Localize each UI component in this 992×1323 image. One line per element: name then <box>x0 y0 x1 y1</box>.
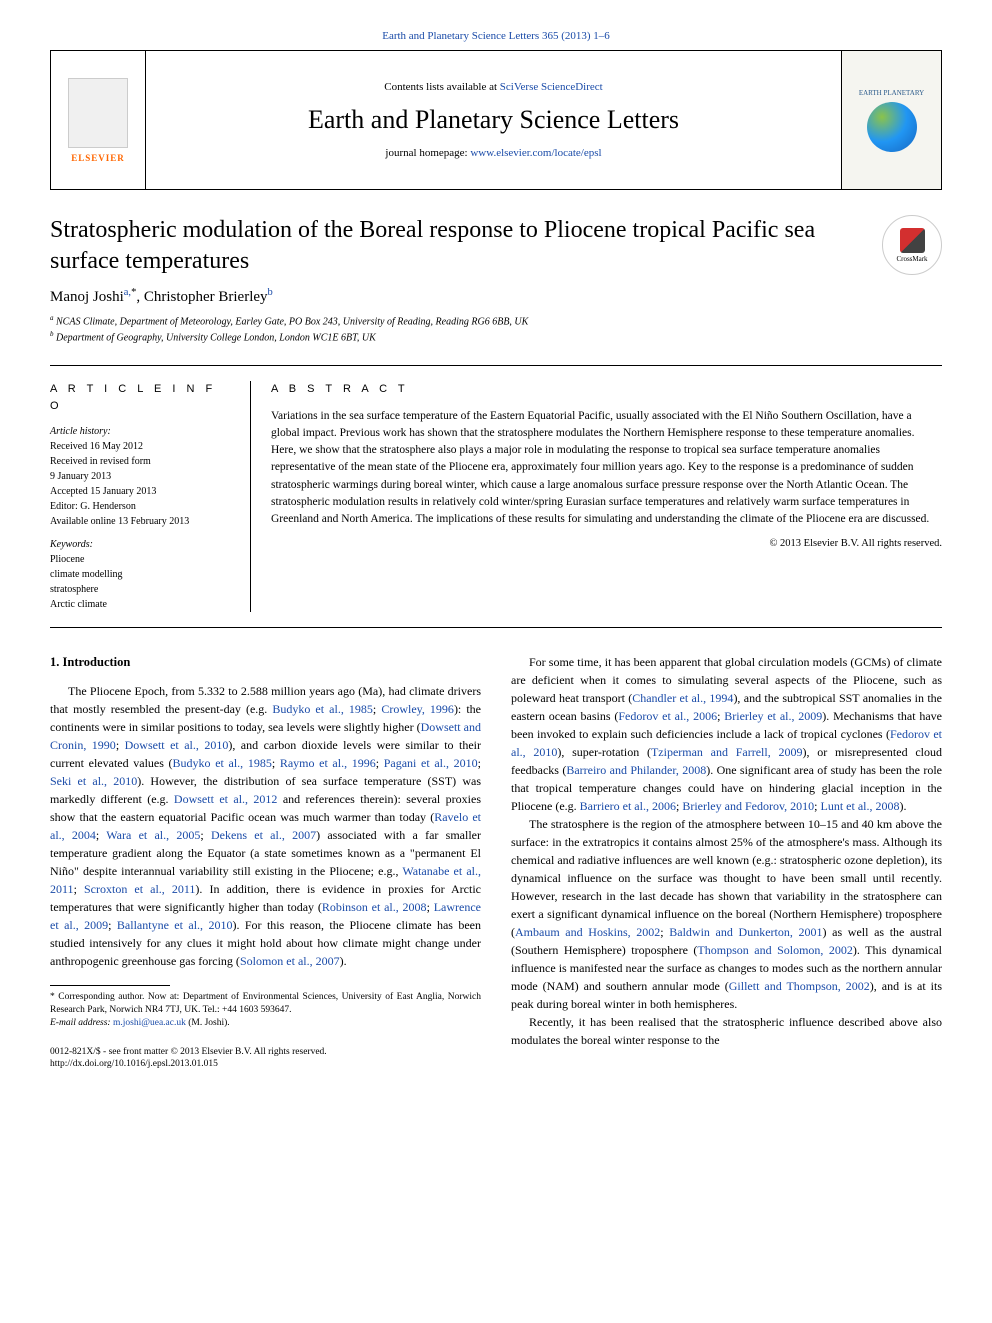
keywords-label: Keywords: <box>50 537 230 552</box>
email-link[interactable]: m.joshi@uea.ac.uk <box>113 1018 186 1028</box>
ref-chandler-1994[interactable]: Chandler et al., 1994 <box>632 691 733 705</box>
ref-baldwin-2001[interactable]: Baldwin and Dunkerton, 2001 <box>669 925 822 939</box>
affil-b-link[interactable]: b <box>268 287 273 298</box>
ref-seki-2010[interactable]: Seki et al., 2010 <box>50 774 137 788</box>
ref-thompson-2002[interactable]: Thompson and Solomon, 2002 <box>697 943 852 957</box>
ref-robinson-2008[interactable]: Robinson et al., 2008 <box>322 900 427 914</box>
homepage-prefix: journal homepage: <box>385 147 470 159</box>
ref-scroxton-2011[interactable]: Scroxton et al., 2011 <box>84 882 195 896</box>
article-title: Stratospheric modulation of the Boreal r… <box>50 215 867 277</box>
doi-link: http://dx.doi.org/10.1016/j.epsl.2013.01… <box>50 1058 481 1070</box>
sciencedirect-link[interactable]: SciVerse ScienceDirect <box>500 81 603 93</box>
keyword-3: Arctic climate <box>50 597 230 612</box>
ref-ballantyne-2010[interactable]: Ballantyne et al., 2010 <box>117 918 233 932</box>
affil-a-link[interactable]: a, <box>124 287 131 298</box>
authors: Manoj Joshia,*, Christopher Brierleyb <box>50 287 942 306</box>
ref-brierley-fedorov-2010[interactable]: Brierley and Fedorov, 2010 <box>682 799 814 813</box>
title-row: Stratospheric modulation of the Boreal r… <box>50 215 942 277</box>
journal-header: ELSEVIER Contents lists available at Sci… <box>50 50 942 190</box>
col2-p2: The stratosphere is the region of the at… <box>511 815 942 1013</box>
affiliation-b: b Department of Geography, University Co… <box>50 330 942 345</box>
top-citation-link[interactable]: Earth and Planetary Science Letters 365 … <box>382 30 610 42</box>
author-2: , Christopher Brierley <box>136 289 267 305</box>
journal-name: Earth and Planetary Science Letters <box>308 105 679 135</box>
col2-p3: Recently, it has been realised that the … <box>511 1013 942 1049</box>
ref-brierley-2009[interactable]: Brierley et al., 2009 <box>724 709 822 723</box>
ref-dowsett-2010[interactable]: Dowsett et al., 2010 <box>125 738 229 752</box>
cover-title: EARTH PLANETARY <box>859 89 924 97</box>
right-column: For some time, it has been apparent that… <box>511 653 942 1070</box>
info-abstract-row: A R T I C L E I N F O Article history: R… <box>50 365 942 628</box>
article-info: A R T I C L E I N F O Article history: R… <box>50 381 250 612</box>
contents-line: Contents lists available at SciVerse Sci… <box>384 81 602 93</box>
ref-wara-2005[interactable]: Wara et al., 2005 <box>106 828 200 842</box>
crossmark-icon <box>900 228 925 253</box>
author-2-affil: b <box>268 287 273 298</box>
crossmark-badge[interactable]: CrossMark <box>882 215 942 275</box>
ref-budyko-1985b[interactable]: Budyko et al., 1985 <box>173 756 272 770</box>
ref-lunt-2008[interactable]: Lunt et al., 2008 <box>821 799 900 813</box>
journal-cover: EARTH PLANETARY <box>841 51 941 189</box>
cover-globe-icon <box>867 102 917 152</box>
elsevier-label: ELSEVIER <box>71 153 125 163</box>
info-heading: A R T I C L E I N F O <box>50 381 230 414</box>
keyword-1: climate modelling <box>50 567 230 582</box>
journal-homepage: journal homepage: www.elsevier.com/locat… <box>385 147 601 159</box>
footnote-separator <box>50 985 170 986</box>
top-citation: Earth and Planetary Science Letters 365 … <box>50 30 942 42</box>
crossmark-label: CrossMark <box>896 255 927 263</box>
affiliations: a NCAS Climate, Department of Meteorolog… <box>50 314 942 345</box>
elsevier-tree-icon <box>68 78 128 148</box>
bottom-info: 0012-821X/$ - see front matter © 2013 El… <box>50 1046 481 1071</box>
ref-dekens-2007[interactable]: Dekens et al., 2007 <box>211 828 316 842</box>
ref-crowley-1996[interactable]: Crowley, 1996 <box>381 702 454 716</box>
abstract-copyright: © 2013 Elsevier B.V. All rights reserved… <box>271 536 942 552</box>
abstract-text: Variations in the sea surface temperatur… <box>271 408 942 529</box>
ref-barriero-2006[interactable]: Barriero et al., 2006 <box>580 799 676 813</box>
author-1: Manoj Joshi <box>50 289 124 305</box>
affiliation-a: a NCAS Climate, Department of Meteorolog… <box>50 314 942 329</box>
ref-dowsett-2012[interactable]: Dowsett et al., 2012 <box>174 792 278 806</box>
header-center: Contents lists available at SciVerse Sci… <box>146 51 841 189</box>
ref-solomon-2007[interactable]: Solomon et al., 2007 <box>240 954 340 968</box>
intro-p1: The Pliocene Epoch, from 5.332 to 2.588 … <box>50 682 481 970</box>
keyword-2: stratosphere <box>50 582 230 597</box>
online: Available online 13 February 2013 <box>50 514 230 529</box>
ref-barreiro-2008[interactable]: Barreiro and Philander, 2008 <box>566 763 706 777</box>
body-columns: 1. Introduction The Pliocene Epoch, from… <box>50 653 942 1070</box>
ref-fedorov-2006[interactable]: Fedorov et al., 2006 <box>618 709 717 723</box>
ref-budyko-1985[interactable]: Budyko et al., 1985 <box>272 702 373 716</box>
left-column: 1. Introduction The Pliocene Epoch, from… <box>50 653 481 1070</box>
history-label: Article history: <box>50 424 230 439</box>
accepted: Accepted 15 January 2013 <box>50 484 230 499</box>
received: Received 16 May 2012 <box>50 439 230 454</box>
ref-ambaum-2002[interactable]: Ambaum and Hoskins, 2002 <box>515 925 660 939</box>
email-footnote: E-mail address: m.joshi@uea.ac.uk (M. Jo… <box>50 1017 481 1030</box>
abstract: A B S T R A C T Variations in the sea su… <box>250 381 942 612</box>
section-1-heading: 1. Introduction <box>50 653 481 672</box>
editor: Editor: G. Henderson <box>50 499 230 514</box>
ref-pagani-2010[interactable]: Pagani et al., 2010 <box>384 756 478 770</box>
contents-prefix: Contents lists available at <box>384 81 499 93</box>
corresponding-author-footnote: * Corresponding author. Now at: Departme… <box>50 991 481 1018</box>
abstract-heading: A B S T R A C T <box>271 381 942 398</box>
front-matter: 0012-821X/$ - see front matter © 2013 El… <box>50 1046 481 1058</box>
revised-date: 9 January 2013 <box>50 469 230 484</box>
journal-homepage-link[interactable]: www.elsevier.com/locate/epsl <box>470 147 601 159</box>
keyword-0: Pliocene <box>50 552 230 567</box>
ref-gillett-2002[interactable]: Gillett and Thompson, 2002 <box>729 979 870 993</box>
revised-label: Received in revised form <box>50 454 230 469</box>
elsevier-logo: ELSEVIER <box>51 51 146 189</box>
ref-raymo-1996[interactable]: Raymo et al., 1996 <box>280 756 376 770</box>
col2-p1: For some time, it has been apparent that… <box>511 653 942 815</box>
ref-tziperman-2009[interactable]: Tziperman and Farrell, 2009 <box>651 745 803 759</box>
author-1-affil: a,* <box>124 287 137 298</box>
